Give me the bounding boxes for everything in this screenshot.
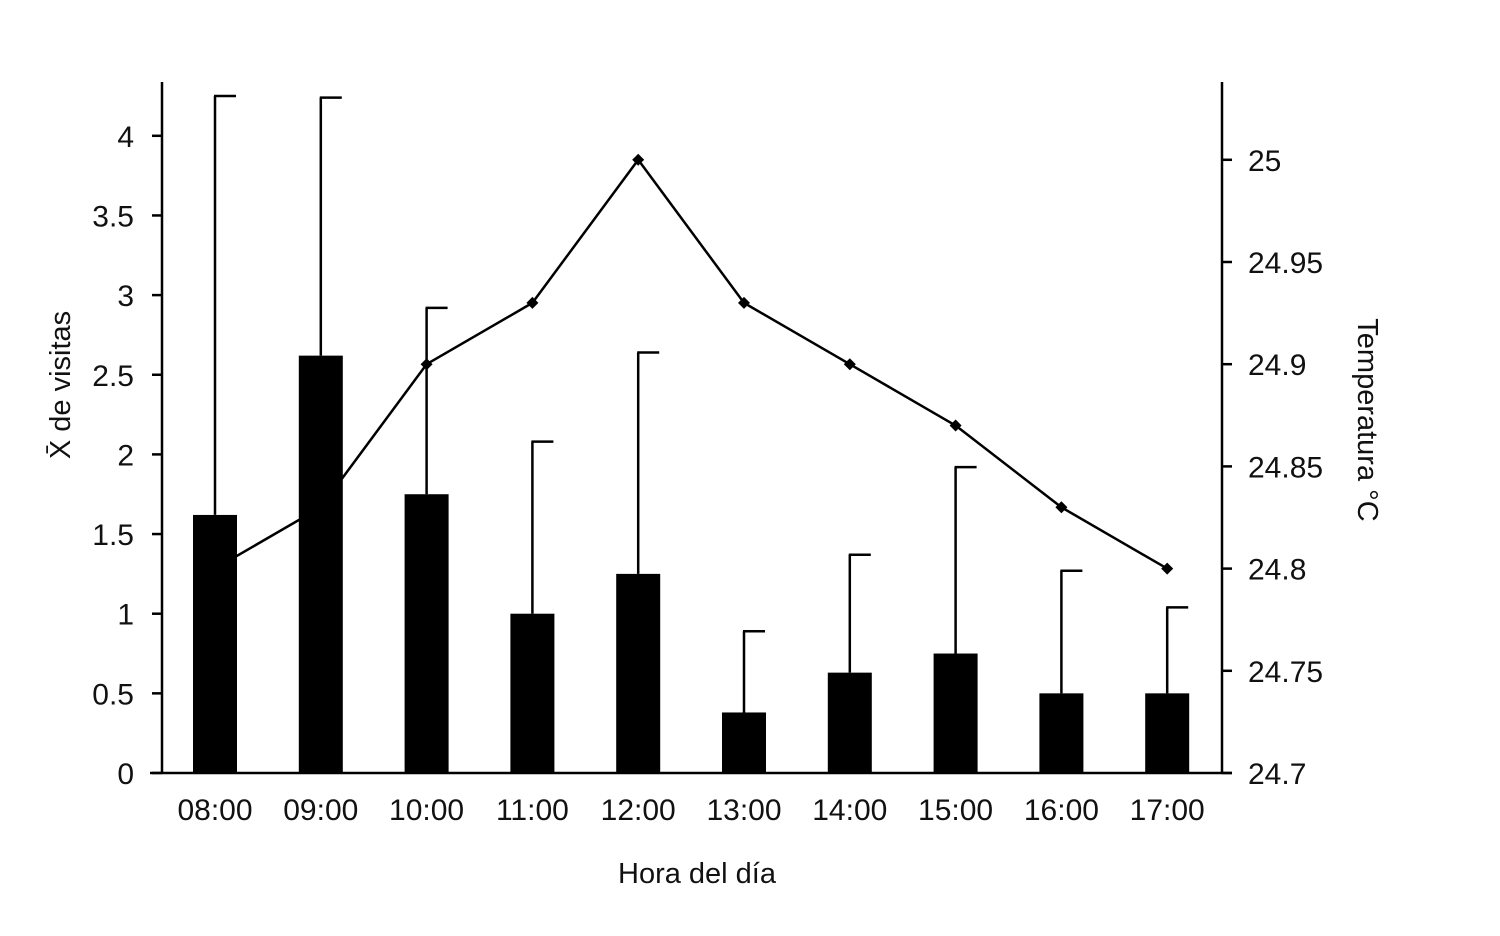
temperature-point xyxy=(314,501,327,514)
bar xyxy=(298,355,343,773)
bar xyxy=(616,573,661,773)
x-tick-label: 09:00 xyxy=(283,794,358,827)
y-tick-label: 3.5 xyxy=(92,200,134,233)
x-tick-label: 16:00 xyxy=(1024,794,1099,827)
x-tick-label: 08:00 xyxy=(177,794,252,827)
y2-tick-label: 24.95 xyxy=(1248,247,1323,280)
x-tick-label: 14:00 xyxy=(812,794,887,827)
y2-tick-label: 24.85 xyxy=(1248,451,1323,484)
y2-tick-label: 24.9 xyxy=(1248,349,1306,382)
y2-tick-label: 24.8 xyxy=(1248,554,1306,587)
labels: Hora del día X̄ de visitas Temperatura °… xyxy=(45,311,1383,890)
temperature-polyline xyxy=(214,158,1168,570)
temperature-point xyxy=(1055,501,1068,514)
y2-tick-label: 24.7 xyxy=(1248,758,1306,791)
bars xyxy=(193,355,1190,773)
x-tick-label: 17:00 xyxy=(1130,794,1205,827)
y2-axis-title: Temperatura °C xyxy=(1351,318,1383,521)
y-tick-label: 1 xyxy=(117,599,134,632)
y-tick-label: 2 xyxy=(117,439,134,472)
temperature-line xyxy=(209,153,1174,575)
temperature-point xyxy=(738,296,750,309)
bar xyxy=(1039,693,1084,773)
axes: 0 0.5 1 1.5 2 2.5 3 3.5 4 24.7 24.75 24.8 24.85 24.9 2… xyxy=(92,82,1323,827)
y-tick-label: 2.5 xyxy=(92,360,134,393)
y-tick-label: 1.5 xyxy=(92,519,134,552)
y-tick-label: 0.5 xyxy=(92,678,134,711)
bar xyxy=(933,653,978,773)
x-tick-label: 12:00 xyxy=(601,794,676,827)
x-tick-label: 11:00 xyxy=(496,794,569,827)
bar xyxy=(827,672,872,773)
x-axis-title: Hora del día xyxy=(618,858,777,890)
x-tick-label: 13:00 xyxy=(706,794,781,827)
bar xyxy=(510,613,555,773)
y-tick-label: 4 xyxy=(117,121,134,154)
y2-tick-label: 24.75 xyxy=(1248,656,1323,689)
error-bars xyxy=(213,94,1189,713)
temperature-point xyxy=(209,562,221,575)
bar xyxy=(1145,693,1190,773)
y2-tick-label: 25 xyxy=(1248,145,1281,178)
temperature-point xyxy=(632,153,645,166)
temperature-point xyxy=(526,296,539,309)
bar xyxy=(404,494,449,773)
y-axis-title: X̄ de visitas xyxy=(45,311,77,459)
temperature-point xyxy=(420,358,433,371)
bar xyxy=(722,712,766,773)
x-tick-label: 15:00 xyxy=(918,794,993,827)
y-tick-label: 0 xyxy=(117,758,134,791)
temperature-point xyxy=(1161,562,1174,575)
x-tick-label: 10:00 xyxy=(389,794,464,827)
bar xyxy=(193,514,237,773)
y-tick-label: 3 xyxy=(117,280,134,313)
temperature-point xyxy=(843,358,856,371)
temperature-point xyxy=(949,419,962,432)
